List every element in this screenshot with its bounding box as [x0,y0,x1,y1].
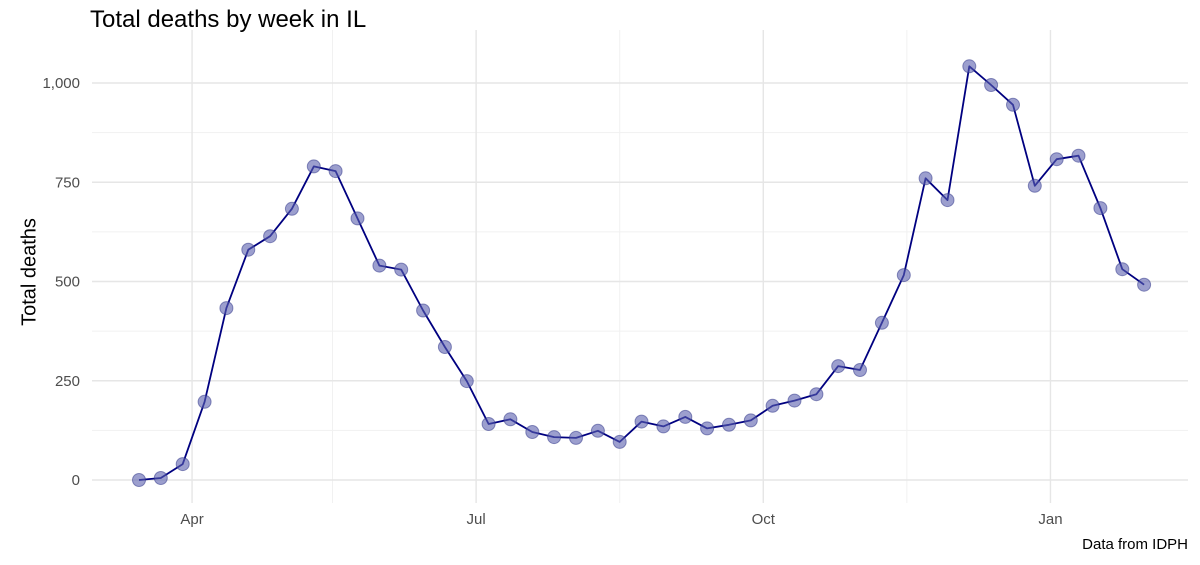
data-point [569,430,583,445]
data-point [1093,201,1108,216]
data-point [197,394,212,409]
data-point [241,242,256,257]
y-tick-label: 500 [55,274,80,291]
data-point [853,363,867,377]
x-tick-label: Oct [752,511,776,528]
y-tick-label: 250 [55,373,80,390]
data-point [962,59,977,74]
data-point [1071,148,1086,163]
data-point [590,423,605,438]
data-point [787,393,802,408]
data-point [372,258,387,273]
data-point [219,301,234,316]
data-point [284,201,299,216]
data-point [678,409,693,424]
minor-grid [92,30,1188,503]
data-point [918,171,933,186]
data-point [743,413,758,428]
y-tick-label: 0 [72,472,80,489]
data-point [306,159,321,174]
y-tick-label: 750 [55,174,80,191]
data-point [940,193,955,208]
data-point [175,457,190,472]
data-point [1006,97,1020,112]
data-point [459,374,474,389]
data-point [503,412,518,427]
chart-title: Total deaths by week in IL [90,6,367,33]
data-point [896,268,911,283]
data-point [722,417,736,432]
data-point [525,425,540,439]
data-point [132,473,146,487]
data-point [874,315,889,330]
data-point [416,303,431,318]
data-point [547,430,562,445]
data-point [765,398,780,413]
data-point [328,164,343,179]
y-tick-label: 1,000 [42,75,80,92]
data-point [394,262,409,277]
data-point [634,414,649,429]
data-point [984,78,999,92]
chart-caption: Data from IDPH [1082,536,1188,553]
data-point [1027,178,1042,193]
x-tick-label: Jul [467,511,486,528]
x-tick-label: Jan [1038,511,1062,528]
data-point [809,387,824,402]
data-point [1049,152,1064,167]
data-point [263,229,278,244]
data-point [612,434,627,449]
data-point [831,359,846,374]
data-point [1137,277,1152,292]
data-series [132,59,1152,487]
y-axis-ticks: 0 250 500 750 1,000 [42,75,80,489]
data-point [153,471,168,485]
x-axis-ticks: Apr Jul Oct Jan [180,511,1062,528]
x-tick-label: Apr [180,511,203,528]
major-grid [92,30,1188,503]
data-point [656,419,671,434]
data-point [700,421,715,436]
data-point [1115,262,1130,277]
data-point [350,211,365,226]
data-point [437,340,452,354]
data-point [481,417,496,431]
